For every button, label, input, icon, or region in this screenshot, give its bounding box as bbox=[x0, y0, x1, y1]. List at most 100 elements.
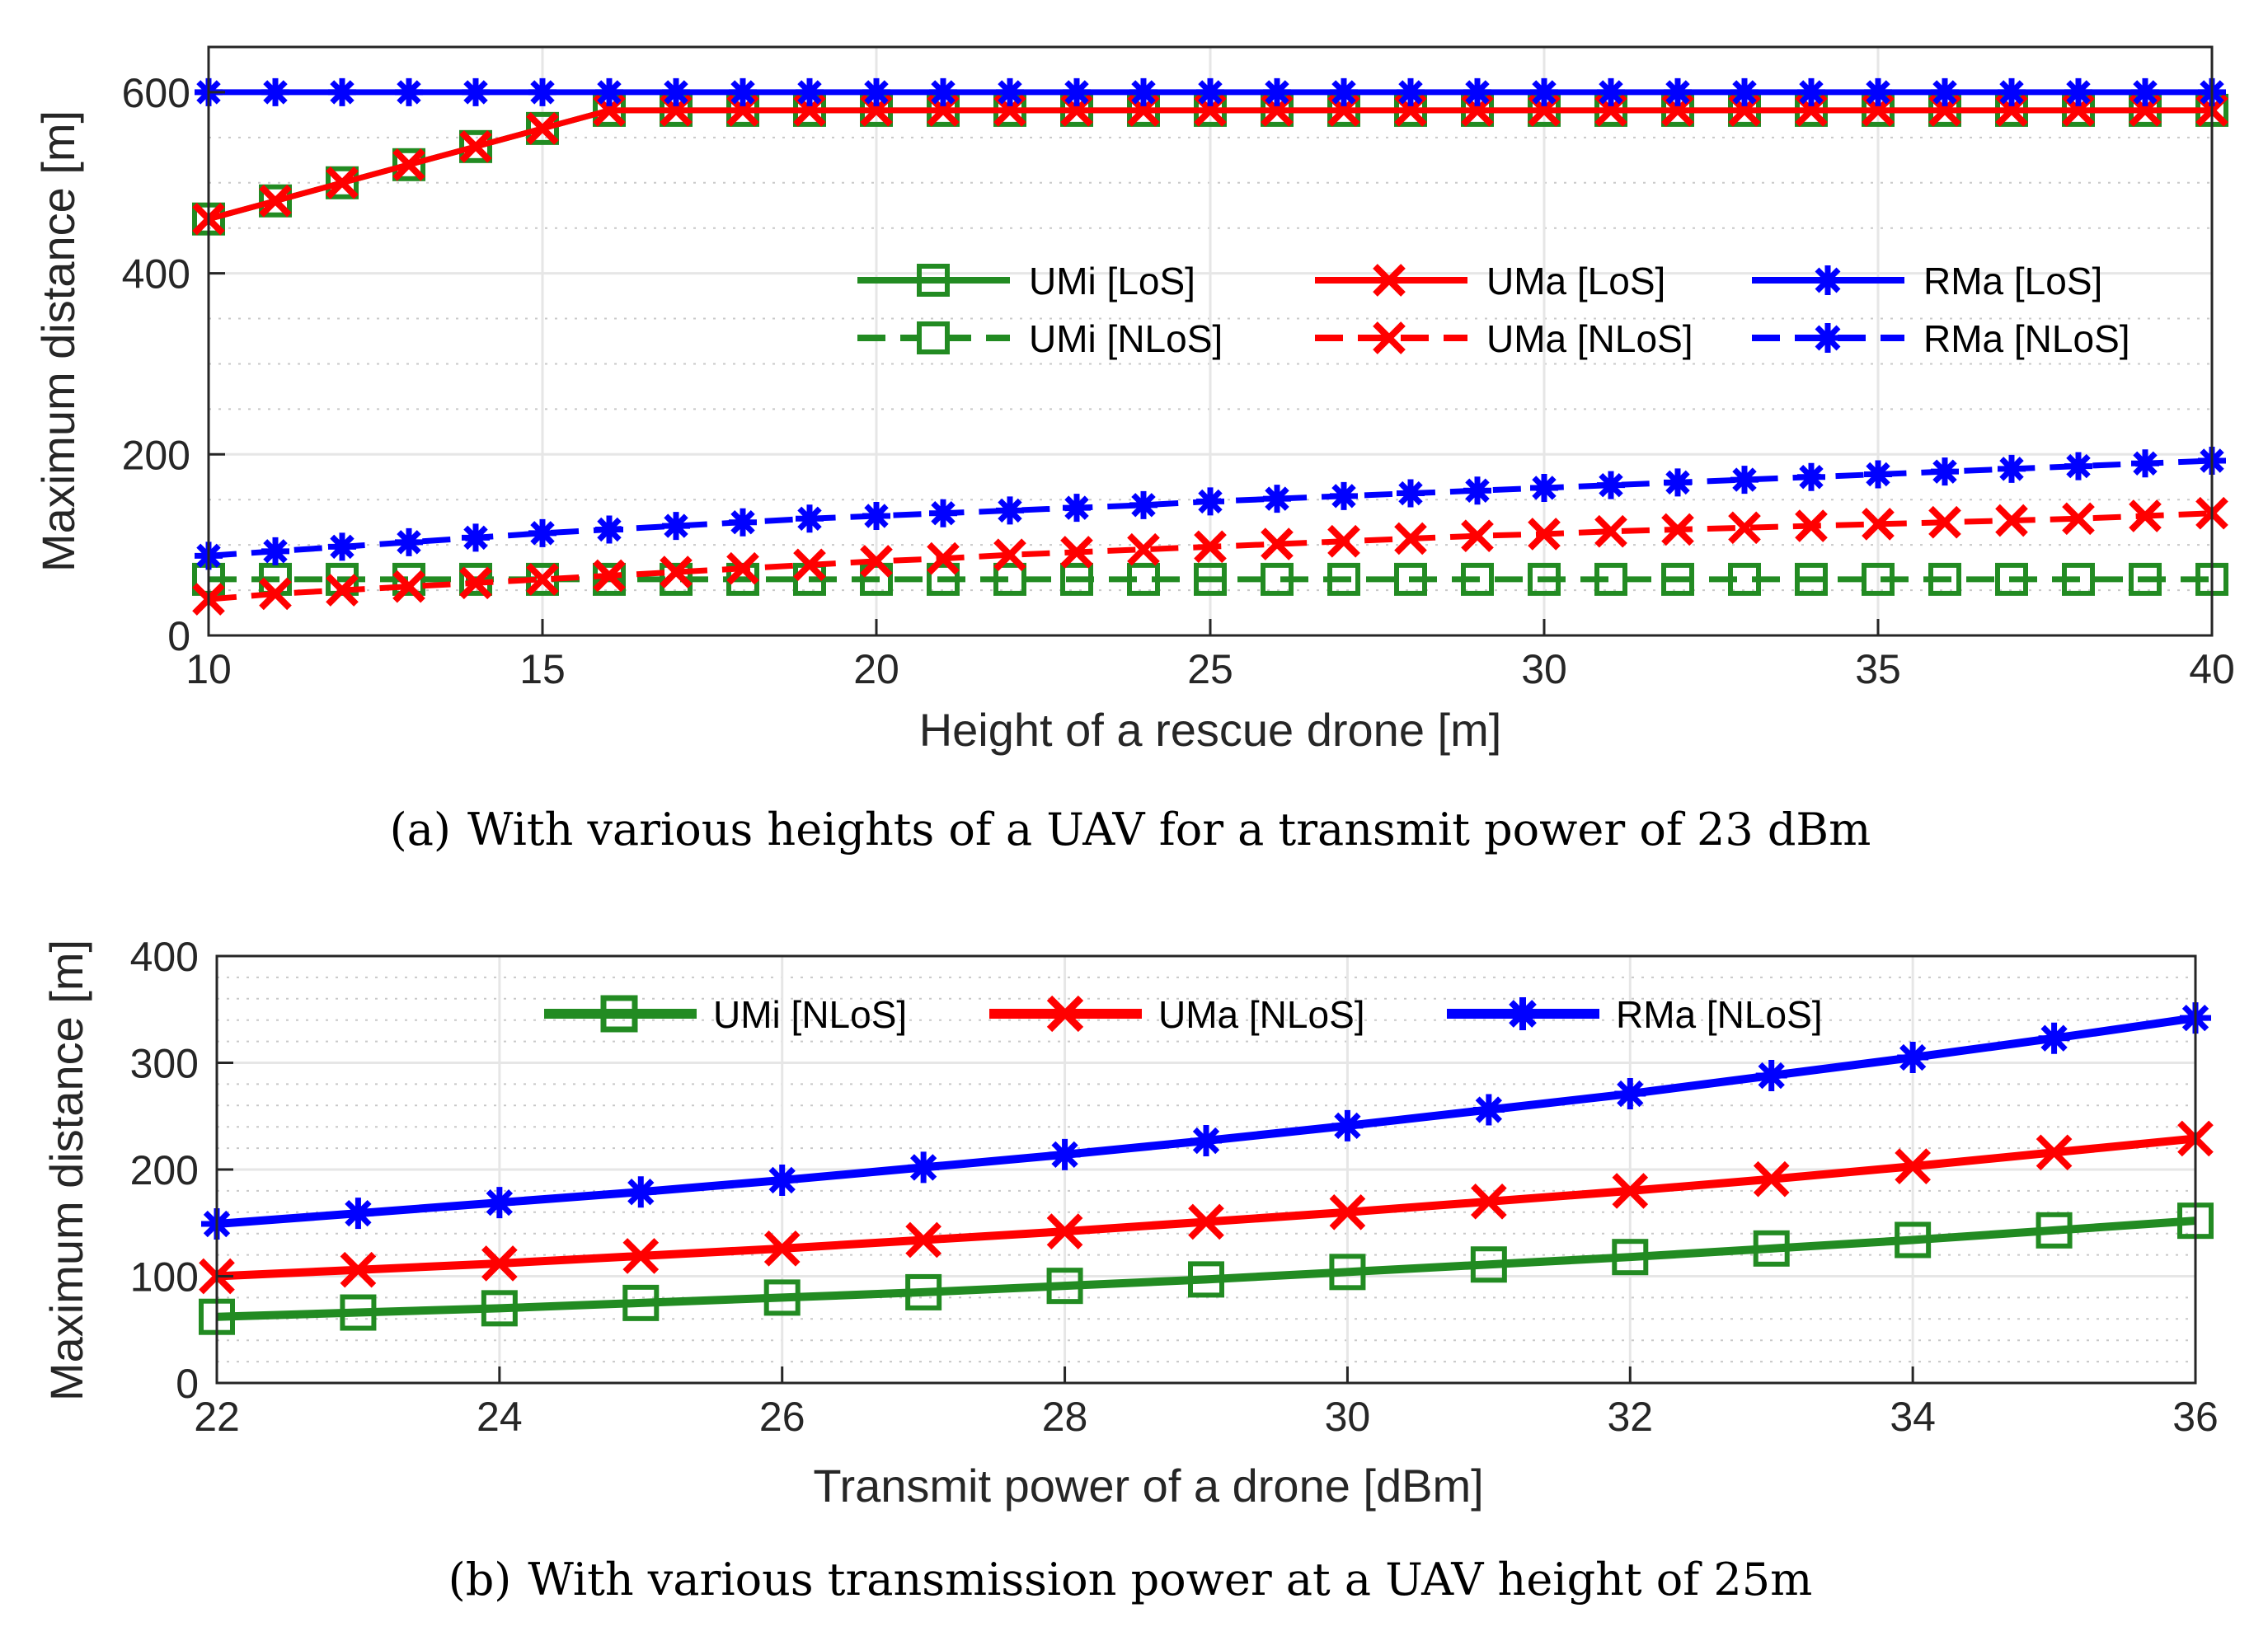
data-point bbox=[1797, 462, 1825, 491]
data-point bbox=[1928, 505, 1961, 539]
data-point bbox=[1188, 1261, 1224, 1298]
data-point bbox=[340, 1294, 377, 1331]
data-point bbox=[1661, 513, 1694, 546]
legend-entry-umi-los: UMi [LoS] bbox=[857, 260, 1195, 302]
data-point bbox=[595, 77, 623, 106]
y-tick-label: 600 bbox=[122, 70, 190, 116]
data-point bbox=[526, 112, 559, 145]
data-point bbox=[1397, 77, 1425, 106]
legend-marker-square bbox=[600, 995, 638, 1033]
legend-entry-umi-nlos-b: UMi [NLoS] bbox=[544, 993, 907, 1036]
data-point bbox=[1472, 1094, 1505, 1126]
legend-marker-square bbox=[917, 321, 950, 354]
data-point bbox=[2038, 1022, 2070, 1054]
x-tick-label: 32 bbox=[1607, 1394, 1653, 1440]
data-point bbox=[462, 77, 490, 106]
data-point bbox=[1463, 77, 1491, 106]
data-point bbox=[763, 1279, 801, 1316]
legend-a: UMi [LoS] UMa [LoS] RMa [LoS] UMi [NLoS] bbox=[857, 260, 2130, 360]
legend-entry-rma-nlos: RMa [NLoS] bbox=[1752, 317, 2130, 360]
data-point bbox=[908, 1151, 940, 1184]
data-point bbox=[259, 184, 292, 218]
legend-marker-asterisk bbox=[1506, 997, 1539, 1030]
data-point bbox=[1530, 473, 1558, 502]
data-point bbox=[1753, 1160, 1790, 1198]
data-point bbox=[1263, 77, 1291, 106]
data-point bbox=[1327, 524, 1360, 558]
legend-label-uma-nlos-b: UMa [NLoS] bbox=[1158, 993, 1365, 1036]
chart-panel-b: 22 24 26 28 30 32 34 36 0 100 200 300 400 Transmit … bbox=[40, 934, 2219, 1606]
data-point bbox=[1063, 77, 1091, 106]
data-point bbox=[1127, 532, 1160, 566]
data-point bbox=[1129, 490, 1157, 519]
data-point bbox=[1049, 1138, 1081, 1170]
data-point bbox=[328, 77, 356, 106]
data-point bbox=[2129, 562, 2162, 596]
data-point bbox=[1188, 1203, 1224, 1240]
caption-text-b: With various transmission power at a UAV… bbox=[528, 1554, 1812, 1606]
y-tick-label: 200 bbox=[130, 1147, 199, 1193]
x-tick-label: 36 bbox=[2172, 1394, 2219, 1440]
x-axis-label-a: Height of a rescue drone [m] bbox=[919, 704, 1502, 756]
data-point bbox=[726, 551, 759, 585]
data-point bbox=[625, 1176, 657, 1208]
data-point bbox=[729, 508, 757, 537]
data-point bbox=[1928, 562, 1961, 596]
data-point bbox=[1614, 1078, 1646, 1110]
chart-panel-a: 10 15 20 25 30 35 40 0 200 400 600 Height of a re… bbox=[32, 45, 2235, 856]
data-point bbox=[1597, 77, 1625, 106]
legend-label-umi-nlos: UMi [NLoS] bbox=[1029, 317, 1223, 360]
data-point bbox=[1795, 562, 1828, 596]
data-point bbox=[1612, 1173, 1649, 1209]
x-tick-label: 24 bbox=[477, 1394, 523, 1440]
data-point bbox=[1196, 487, 1224, 516]
data-point bbox=[905, 1273, 942, 1310]
data-point bbox=[1895, 1148, 1931, 1184]
data-point bbox=[1864, 460, 1892, 489]
data-point bbox=[395, 77, 423, 106]
y-tick-label: 0 bbox=[167, 613, 190, 659]
data-point bbox=[1864, 77, 1892, 106]
data-point bbox=[459, 130, 492, 163]
data-point bbox=[1728, 511, 1761, 545]
data-point bbox=[395, 527, 423, 556]
legend-label-umi-nlos-b: UMi [NLoS] bbox=[713, 993, 907, 1036]
legend-entry-umi-nlos: UMi [NLoS] bbox=[857, 317, 1223, 360]
x-ticks-a: 10 15 20 25 30 35 40 bbox=[185, 619, 2235, 692]
series-rma-los bbox=[195, 77, 2226, 106]
data-point bbox=[1196, 77, 1224, 106]
data-point bbox=[261, 77, 289, 106]
x-tick-label: 26 bbox=[759, 1394, 805, 1440]
data-point bbox=[1998, 77, 2026, 106]
legend-label-rma-nlos-b: RMa [NLoS] bbox=[1616, 993, 1823, 1036]
data-point bbox=[993, 538, 1026, 572]
data-point bbox=[1528, 518, 1561, 551]
data-point bbox=[392, 148, 425, 181]
data-point bbox=[1394, 562, 1427, 596]
data-point bbox=[2131, 449, 2159, 478]
data-point bbox=[2131, 77, 2159, 106]
data-point bbox=[259, 562, 292, 596]
data-point bbox=[342, 1198, 374, 1230]
data-point bbox=[1194, 562, 1227, 596]
caption-b: (b) With various transmission power at a … bbox=[448, 1554, 1813, 1606]
legend-label-rma-nlos: RMa [NLoS] bbox=[1923, 317, 2130, 360]
data-point bbox=[860, 545, 893, 578]
data-point bbox=[2036, 1134, 2073, 1171]
data-point bbox=[662, 77, 690, 106]
data-point bbox=[392, 148, 425, 181]
data-point bbox=[481, 1245, 518, 1282]
data-point bbox=[1995, 562, 2028, 596]
data-point bbox=[2064, 77, 2092, 106]
data-point bbox=[259, 184, 292, 218]
caption-label-b: (b) bbox=[448, 1554, 512, 1606]
series-group-a bbox=[192, 77, 2228, 616]
data-point bbox=[328, 532, 356, 561]
data-point bbox=[622, 1238, 660, 1274]
data-point bbox=[1470, 1246, 1507, 1283]
x-tick-label: 40 bbox=[2189, 646, 2235, 692]
data-point bbox=[483, 1187, 515, 1219]
data-point bbox=[1263, 485, 1291, 513]
series-uma-nlos bbox=[192, 496, 2228, 616]
legend-label-uma-los: UMa [LoS] bbox=[1486, 260, 1665, 302]
